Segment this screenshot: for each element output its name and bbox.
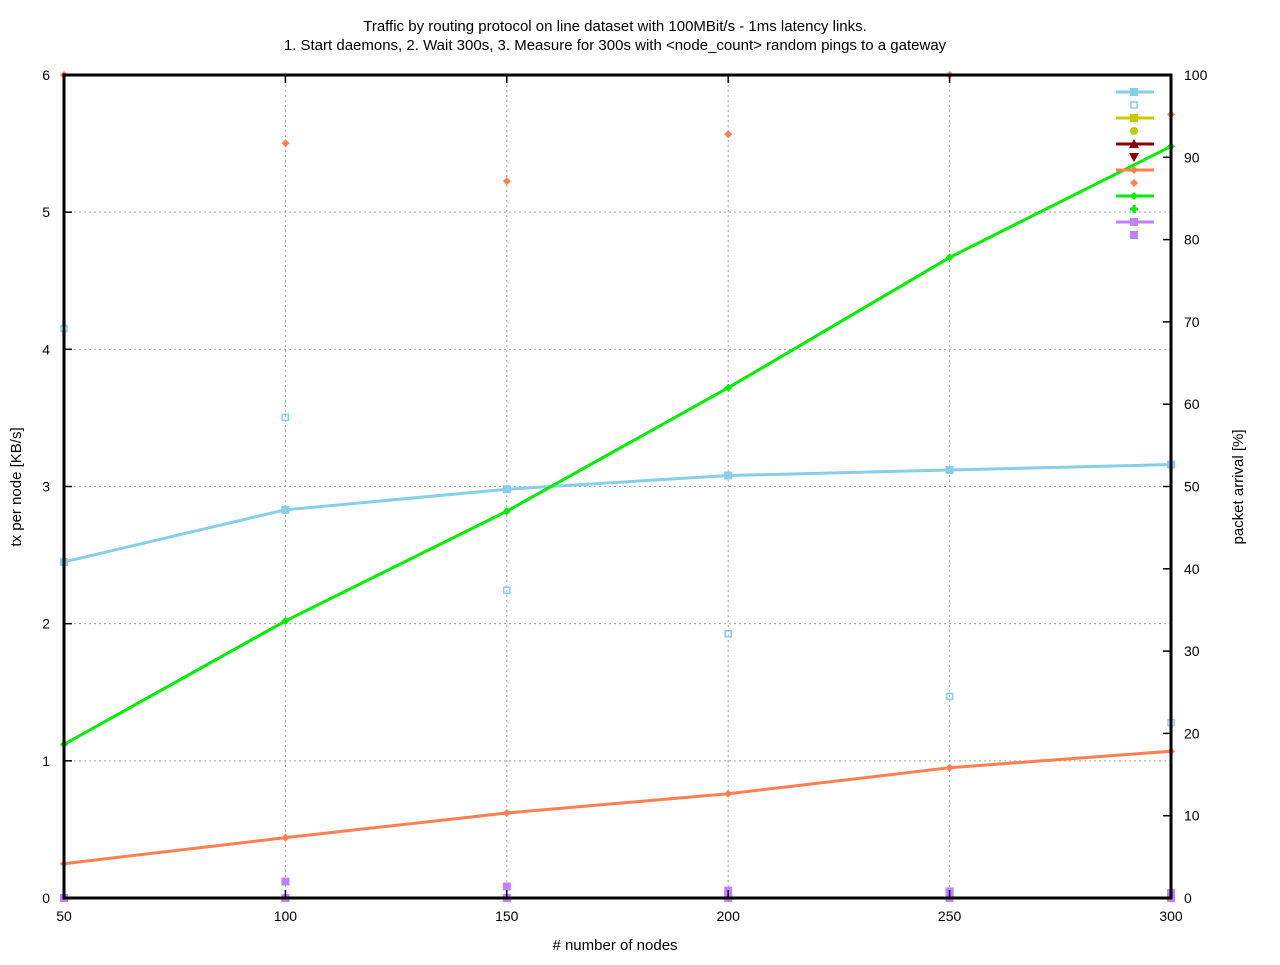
series-layer bbox=[60, 71, 1175, 902]
x-tick-label: 150 bbox=[495, 908, 519, 924]
y-tick-label: 3 bbox=[42, 479, 50, 495]
data-point bbox=[281, 616, 290, 625]
x-tick-label: 100 bbox=[274, 908, 298, 924]
data-point bbox=[502, 485, 511, 494]
data-point bbox=[724, 383, 733, 392]
y2-tick-label: 20 bbox=[1184, 725, 1200, 741]
series-9 bbox=[60, 142, 1175, 749]
y2-axis-label: packet arrival [%] bbox=[1230, 429, 1247, 544]
data-point bbox=[724, 471, 733, 480]
data-point bbox=[281, 413, 290, 422]
data-point bbox=[502, 882, 511, 891]
legend-entry-4 bbox=[1130, 127, 1138, 135]
legend-entry-11 bbox=[1116, 218, 1154, 226]
data-point bbox=[724, 130, 733, 139]
y-axis-label: tx per node [KB/s] bbox=[8, 427, 25, 546]
data-point bbox=[281, 505, 290, 514]
data-point bbox=[502, 507, 511, 516]
data-point bbox=[724, 789, 733, 798]
legend-marker bbox=[1130, 205, 1138, 213]
x-tick-label: 200 bbox=[717, 908, 741, 924]
legend-entry-2 bbox=[1130, 101, 1138, 109]
series-7 bbox=[60, 747, 1175, 868]
x-tick-label: 300 bbox=[1159, 908, 1183, 924]
data-point bbox=[945, 253, 954, 262]
data-point bbox=[945, 692, 954, 701]
legend-entry-8 bbox=[1130, 179, 1138, 187]
x-tick-label: 50 bbox=[56, 908, 72, 924]
legend-entry-10 bbox=[1130, 205, 1138, 213]
data-point bbox=[724, 630, 732, 638]
legend-marker bbox=[1130, 101, 1138, 109]
series-1 bbox=[60, 460, 1175, 566]
legend-entry-6 bbox=[1129, 153, 1139, 162]
data-point bbox=[502, 808, 511, 817]
chart-title: Traffic by routing protocol on line data… bbox=[363, 18, 867, 35]
series-line bbox=[63, 749, 1172, 866]
data-point bbox=[281, 139, 290, 148]
y2-tick-label: 80 bbox=[1184, 232, 1200, 248]
legend-marker bbox=[1130, 114, 1138, 122]
y2-tick-label: 70 bbox=[1184, 314, 1200, 330]
data-point bbox=[945, 466, 954, 475]
y2-tick-label: 90 bbox=[1184, 149, 1200, 165]
chart-subtitle: 1. Start daemons, 2. Wait 300s, 3. Measu… bbox=[284, 37, 947, 54]
legend-marker bbox=[1130, 127, 1138, 135]
x-tick-label: 250 bbox=[938, 908, 962, 924]
legend-marker bbox=[1130, 179, 1138, 187]
legend-entry-12 bbox=[1130, 231, 1138, 239]
y2-tick-label: 50 bbox=[1184, 479, 1200, 495]
legend-entry-7 bbox=[1116, 166, 1154, 174]
data-point bbox=[945, 763, 954, 772]
legend bbox=[1116, 88, 1154, 239]
series-2 bbox=[60, 324, 1175, 727]
legend-entry-1 bbox=[1116, 88, 1154, 96]
legend-marker bbox=[1130, 166, 1138, 174]
y-tick-label: 1 bbox=[42, 753, 50, 769]
y2-tick-label: 10 bbox=[1184, 808, 1200, 824]
y-tick-label: 0 bbox=[42, 890, 50, 906]
series-8 bbox=[60, 71, 1175, 186]
y2-tick-label: 40 bbox=[1184, 561, 1200, 577]
y-tick-label: 4 bbox=[42, 341, 50, 357]
legend-marker bbox=[1130, 192, 1138, 200]
legend-marker bbox=[1129, 139, 1139, 148]
x-axis-label: # number of nodes bbox=[552, 937, 677, 954]
grid bbox=[64, 75, 1171, 898]
series-line bbox=[63, 144, 1172, 746]
y2-tick-label: 0 bbox=[1184, 890, 1192, 906]
y-tick-label: 6 bbox=[42, 67, 50, 83]
legend-entry-3 bbox=[1116, 114, 1154, 122]
legend-marker bbox=[1130, 218, 1138, 226]
data-point bbox=[281, 833, 290, 842]
series-line bbox=[63, 463, 1172, 564]
y2-tick-label: 30 bbox=[1184, 643, 1200, 659]
legend-marker bbox=[1130, 231, 1138, 239]
y2-tick-label: 60 bbox=[1184, 396, 1200, 412]
axes: 50 100 150 200 250 30001234560102030405060708… bbox=[42, 67, 1207, 924]
y-tick-label: 2 bbox=[42, 616, 50, 632]
data-point bbox=[502, 177, 511, 186]
legend-entry-5 bbox=[1116, 139, 1154, 148]
legend-marker bbox=[1130, 88, 1138, 96]
data-point bbox=[503, 586, 511, 594]
legend-marker bbox=[1129, 153, 1139, 162]
y2-tick-label: 100 bbox=[1184, 67, 1208, 83]
data-point bbox=[281, 877, 290, 886]
y-tick-label: 5 bbox=[42, 204, 50, 220]
legend-entry-9 bbox=[1116, 192, 1154, 200]
